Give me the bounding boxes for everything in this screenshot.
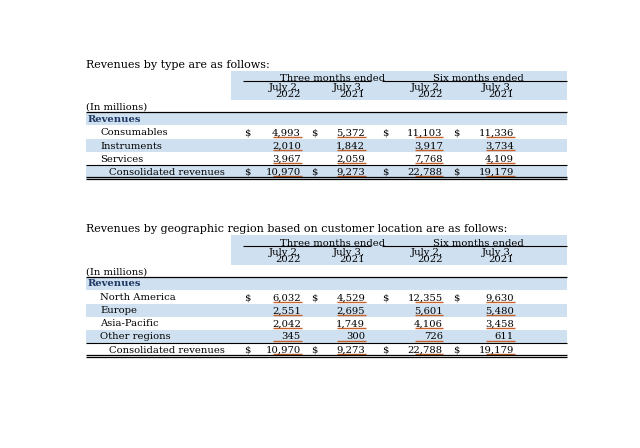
Text: $: $ <box>311 168 317 177</box>
Text: Revenues by type are as follows:: Revenues by type are as follows: <box>86 60 270 69</box>
Text: 3,458: 3,458 <box>485 319 514 328</box>
Text: 726: 726 <box>424 332 443 341</box>
Text: Revenues: Revenues <box>88 280 141 289</box>
Text: 4,529: 4,529 <box>337 293 365 302</box>
Text: 22,788: 22,788 <box>408 168 443 177</box>
Text: July 3,: July 3, <box>482 83 514 92</box>
Text: 2022: 2022 <box>417 90 443 99</box>
Text: 345: 345 <box>282 332 301 341</box>
Bar <box>86 304 566 317</box>
Text: 3,967: 3,967 <box>272 155 301 164</box>
Text: North America: North America <box>100 293 176 302</box>
Text: Revenues: Revenues <box>88 115 141 124</box>
Text: $: $ <box>244 293 251 302</box>
Text: 2022: 2022 <box>275 90 301 99</box>
Text: 2021: 2021 <box>340 90 365 99</box>
Text: $: $ <box>454 168 460 177</box>
Text: July 3,: July 3, <box>482 248 514 257</box>
Text: 11,103: 11,103 <box>407 129 443 138</box>
Text: 11,336: 11,336 <box>479 129 514 138</box>
Text: 2,059: 2,059 <box>337 155 365 164</box>
Bar <box>86 278 566 290</box>
Text: Consolidated revenues: Consolidated revenues <box>109 168 225 177</box>
Text: $: $ <box>382 345 388 354</box>
Text: 6,032: 6,032 <box>272 293 301 302</box>
Text: $: $ <box>454 345 460 354</box>
Bar <box>231 71 566 100</box>
Text: 2,551: 2,551 <box>272 306 301 315</box>
Text: July 2,: July 2, <box>411 248 443 257</box>
Text: July 2,: July 2, <box>269 83 301 92</box>
Text: 3,917: 3,917 <box>414 142 443 151</box>
Text: 1,749: 1,749 <box>336 319 365 328</box>
Bar <box>86 113 566 125</box>
Text: Europe: Europe <box>100 306 137 315</box>
Text: $: $ <box>454 293 460 302</box>
Text: 9,273: 9,273 <box>337 345 365 354</box>
Text: Asia-Pacific: Asia-Pacific <box>100 319 159 328</box>
Text: Three months ended: Three months ended <box>280 74 385 83</box>
Bar <box>86 330 566 343</box>
Text: 2,010: 2,010 <box>272 142 301 151</box>
Text: 10,970: 10,970 <box>266 168 301 177</box>
Text: Consolidated revenues: Consolidated revenues <box>109 345 225 354</box>
Text: Three months ended: Three months ended <box>280 239 385 248</box>
Text: 5,372: 5,372 <box>337 129 365 138</box>
Text: 4,109: 4,109 <box>485 155 514 164</box>
Text: $: $ <box>311 293 317 302</box>
Text: (In millions): (In millions) <box>86 267 147 276</box>
Text: Other regions: Other regions <box>100 332 171 341</box>
Text: 2022: 2022 <box>275 255 301 264</box>
Text: $: $ <box>454 129 460 138</box>
Text: 19,179: 19,179 <box>479 168 514 177</box>
Text: Six months ended: Six months ended <box>433 239 524 248</box>
Bar <box>231 236 566 265</box>
Text: July 2,: July 2, <box>411 83 443 92</box>
Bar <box>86 165 566 178</box>
Text: 3,734: 3,734 <box>485 142 514 151</box>
Text: 5,480: 5,480 <box>485 306 514 315</box>
Text: July 2,: July 2, <box>269 248 301 257</box>
Text: $: $ <box>244 345 251 354</box>
Text: 2022: 2022 <box>417 255 443 264</box>
Text: $: $ <box>311 129 317 138</box>
Text: 5,601: 5,601 <box>414 306 443 315</box>
Text: $: $ <box>382 293 388 302</box>
Text: 2021: 2021 <box>488 90 514 99</box>
Text: Instruments: Instruments <box>100 142 162 151</box>
Text: 9,630: 9,630 <box>485 293 514 302</box>
Text: 2,695: 2,695 <box>337 306 365 315</box>
Text: 7,768: 7,768 <box>414 155 443 164</box>
Text: 2,042: 2,042 <box>272 319 301 328</box>
Text: 9,273: 9,273 <box>337 168 365 177</box>
Text: $: $ <box>311 345 317 354</box>
Text: 12,355: 12,355 <box>408 293 443 302</box>
Text: Services: Services <box>100 155 143 164</box>
Text: 4,993: 4,993 <box>272 129 301 138</box>
Text: July 3,: July 3, <box>333 248 365 257</box>
Text: 1,842: 1,842 <box>336 142 365 151</box>
Text: 300: 300 <box>346 332 365 341</box>
Bar <box>86 139 566 152</box>
Text: 2021: 2021 <box>488 255 514 264</box>
Text: Revenues by geographic region based on customer location are as follows:: Revenues by geographic region based on c… <box>86 224 508 234</box>
Text: $: $ <box>382 168 388 177</box>
Text: $: $ <box>244 168 251 177</box>
Text: $: $ <box>382 129 388 138</box>
Text: (In millions): (In millions) <box>86 103 147 112</box>
Text: July 3,: July 3, <box>333 83 365 92</box>
Text: 19,179: 19,179 <box>479 345 514 354</box>
Text: Consumables: Consumables <box>100 129 168 138</box>
Text: 4,106: 4,106 <box>414 319 443 328</box>
Text: 22,788: 22,788 <box>408 345 443 354</box>
Text: 611: 611 <box>495 332 514 341</box>
Text: 2021: 2021 <box>340 255 365 264</box>
Text: Six months ended: Six months ended <box>433 74 524 83</box>
Text: $: $ <box>244 129 251 138</box>
Text: 10,970: 10,970 <box>266 345 301 354</box>
